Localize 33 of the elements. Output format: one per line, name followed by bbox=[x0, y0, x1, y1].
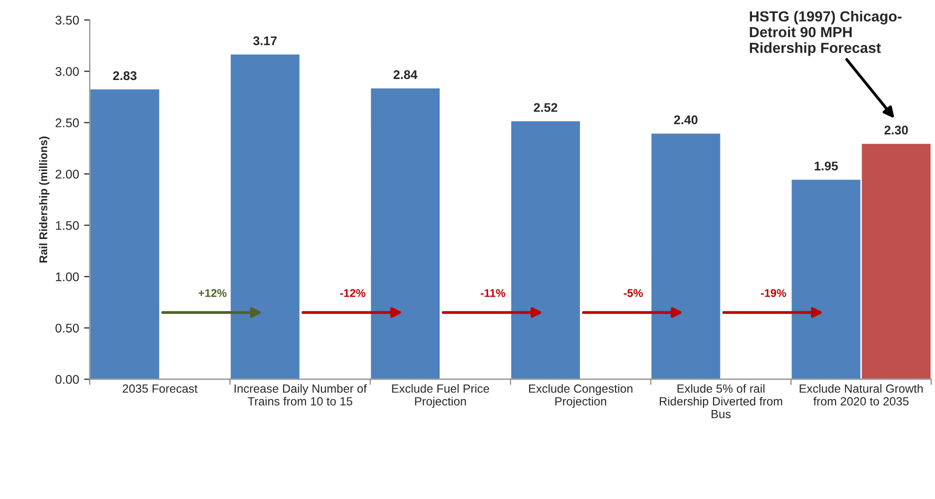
annotation: -11% bbox=[480, 289, 506, 297]
data-label: 2.52 bbox=[534, 103, 558, 112]
x-tick-label: Exclude Fuel Price Projection bbox=[392, 384, 490, 408]
y-tick-label: 0.50 bbox=[56, 324, 79, 333]
data-label: 2.40 bbox=[674, 115, 698, 124]
data-label: 2.83 bbox=[113, 71, 137, 80]
bar bbox=[90, 88, 161, 380]
annotation: HSTG (1997) Chicago- Detroit 90 MPH Ridership Forecast bbox=[750, 10, 902, 56]
data-label: 2.84 bbox=[394, 70, 418, 80]
bar bbox=[229, 53, 301, 380]
annotation: +12% bbox=[198, 289, 227, 297]
y-tick-label: 2.00 bbox=[56, 170, 79, 179]
annotation: -12% bbox=[340, 289, 366, 297]
x-tick-label: Exclude Congestion Projection bbox=[529, 384, 632, 408]
y-tick-label: 0.00 bbox=[56, 375, 79, 384]
y-axis-title: Rail Ridership (millions) bbox=[39, 136, 50, 262]
bar bbox=[510, 120, 582, 380]
annotation: -19% bbox=[760, 289, 786, 297]
x-tick-label: 2035 Forecast bbox=[122, 384, 198, 393]
annotation: -5% bbox=[624, 289, 643, 297]
y-tick-label: 3.00 bbox=[55, 67, 79, 76]
x-tick-label: Exclude Natural Growth from 2020 to 2035 bbox=[800, 384, 923, 406]
bar bbox=[370, 87, 442, 380]
y-tick-label: 1.00 bbox=[56, 272, 79, 282]
data-label: 3.17 bbox=[253, 36, 277, 46]
y-tick-label: 3.50 bbox=[55, 16, 79, 25]
data-label: 2.30 bbox=[884, 126, 908, 135]
bar bbox=[650, 132, 722, 380]
x-tick-label: Increase Daily Number of Trains from 10 to 15 bbox=[234, 384, 367, 406]
x-tick-label: Exlude 5% of rail Ridership Diverted from Bus bbox=[660, 384, 782, 418]
data-label: 1.95 bbox=[814, 162, 838, 170]
y-tick-label: 2.50 bbox=[56, 118, 79, 128]
y-tick-label: 1.50 bbox=[56, 221, 79, 230]
